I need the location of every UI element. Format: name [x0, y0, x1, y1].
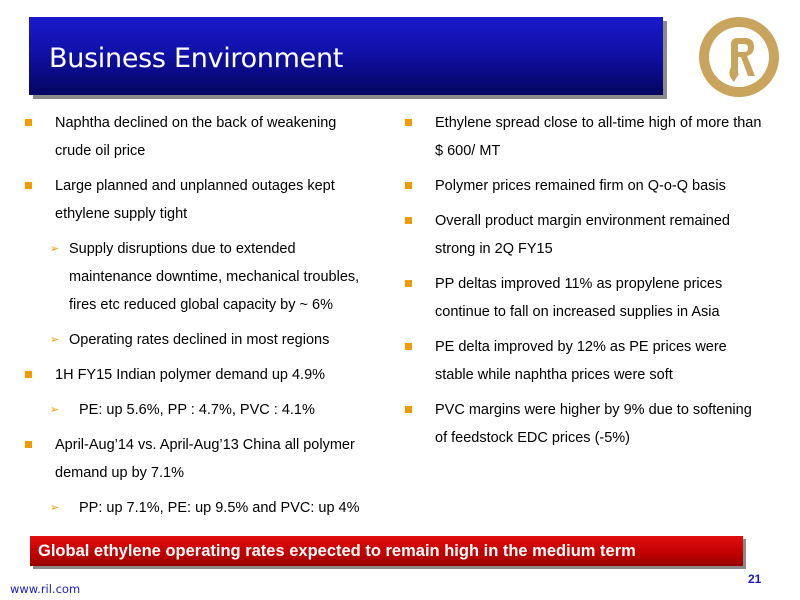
- list-item: PVC margins were higher by 9% due to sof…: [404, 396, 794, 452]
- list-item: April-Aug’14 vs. April-Aug’13 China all …: [24, 431, 399, 487]
- list-item: Overall product margin environment remai…: [404, 207, 794, 263]
- title-bar: Business Environment: [29, 17, 663, 95]
- list-item: PE delta improved by 12% as PE prices we…: [404, 333, 794, 389]
- page-title: Business Environment: [49, 43, 344, 74]
- bullet-square-icon: [25, 441, 32, 448]
- conclusion-banner: Global ethylene operating rates expected…: [30, 536, 743, 566]
- website-link[interactable]: www.ril.com: [10, 582, 81, 596]
- page-number: 21: [748, 572, 762, 586]
- bullet-square-icon: [405, 280, 412, 287]
- bullet-square-icon: [405, 217, 412, 224]
- sub-list-item: ➢ Supply disruptions due to extended mai…: [24, 235, 399, 319]
- arrow-bullet-icon: ➢: [50, 502, 60, 514]
- left-column: Naphtha declined on the back of weakenin…: [24, 109, 399, 529]
- bullet-square-icon: [25, 182, 32, 189]
- list-item: Ethylene spread close to all-time high o…: [404, 109, 794, 165]
- list-item: PP deltas improved 11% as propylene pric…: [404, 270, 794, 326]
- sub-list-item: ➢ Operating rates declined in most regio…: [24, 326, 399, 354]
- arrow-bullet-icon: ➢: [50, 334, 60, 346]
- arrow-bullet-icon: ➢: [50, 404, 60, 416]
- list-item: 1H FY15 Indian polymer demand up 4.9%: [24, 361, 399, 389]
- bullet-square-icon: [405, 406, 412, 413]
- arrow-bullet-icon: ➢: [50, 243, 60, 255]
- sub-list-item: ➢ PP: up 7.1%, PE: up 9.5% and PVC: up 4…: [24, 494, 399, 522]
- list-item: Naphtha declined on the back of weakenin…: [24, 109, 399, 165]
- right-column: Ethylene spread close to all-time high o…: [404, 109, 794, 459]
- bullet-square-icon: [405, 119, 412, 126]
- list-item: Polymer prices remained firm on Q-o-Q ba…: [404, 172, 794, 200]
- bullet-square-icon: [25, 371, 32, 378]
- bullet-square-icon: [25, 119, 32, 126]
- ril-logo-icon: [699, 17, 779, 97]
- banner-text: Global ethylene operating rates expected…: [38, 542, 636, 560]
- bullet-square-icon: [405, 182, 412, 189]
- bullet-square-icon: [405, 343, 412, 350]
- sub-list-item: ➢ PE: up 5.6%, PP : 4.7%, PVC : 4.1%: [24, 396, 399, 424]
- list-item: Large planned and unplanned outages kept…: [24, 172, 399, 228]
